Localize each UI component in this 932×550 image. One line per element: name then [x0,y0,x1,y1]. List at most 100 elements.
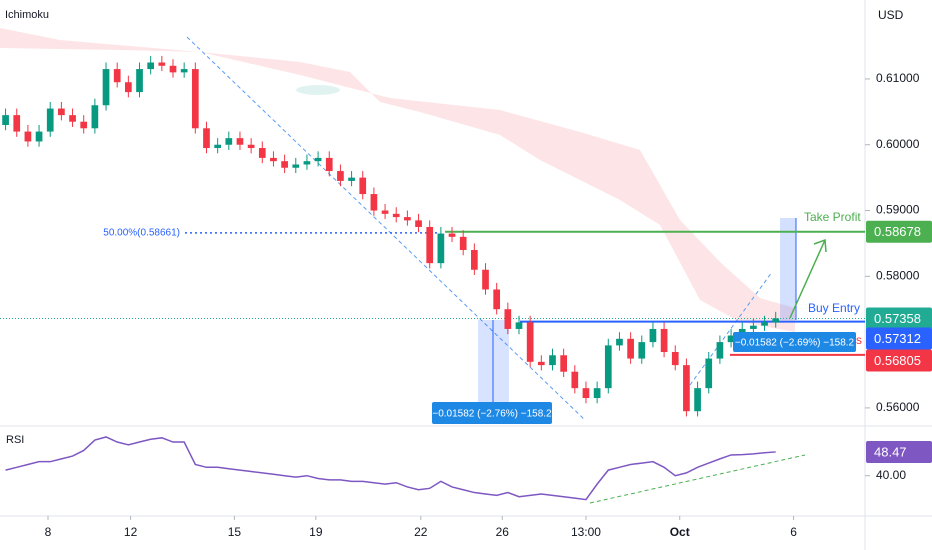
candle-body [482,269,489,290]
buy-entry-tag: 0.57312 [874,331,921,346]
candle-body [281,161,288,168]
candle-body [750,325,757,329]
candle-body [325,157,333,172]
candle-body [571,371,579,389]
candle-body [348,177,355,181]
candle-body [727,335,735,343]
candle-body [404,217,411,221]
candle-body [671,351,679,366]
stop-loss-tag-box [866,349,932,372]
candle-body [214,144,221,149]
measure-label: −0.01582 (−2.69%) −158.2 [735,338,855,349]
candle-body [526,322,534,362]
candle-body [125,82,132,93]
candle-body [169,65,177,73]
x-tick-label: 19 [309,525,323,539]
candle-body [504,309,512,329]
candle-body [415,220,422,227]
candle-body [392,213,400,218]
candle-body [370,194,378,211]
candle-body [593,388,601,399]
candle-body [537,361,545,366]
rsi-last-tag-box [866,440,932,463]
level-name: Buy Entry [808,301,860,315]
candle-body [761,322,768,326]
candle-body [560,355,567,372]
candle-body [459,236,467,250]
candle-body [448,233,456,237]
ichimoku-cloud-green [296,85,340,95]
target-arrow-head [813,238,827,253]
x-tick-label: 15 [228,525,242,539]
x-tick-label: 6 [790,525,797,539]
y-axis-label: USD [878,8,904,22]
current-price-tag: 0.57358 [874,311,921,326]
candle-body [705,358,713,389]
measure-label-box [733,332,856,352]
rsi-line [5,436,776,501]
measure-label: −0.01582 (−2.76%) −158.2 [432,409,552,420]
candle-body [80,121,88,129]
y-tick-label: 0.61000 [876,71,920,85]
candle-body [359,177,367,195]
candle-body [426,226,434,264]
candle-body [191,69,199,129]
x-tick-label: 8 [45,525,52,539]
candle-body [180,69,188,73]
ichimoku-cloud [0,28,795,332]
stop-loss-tag: 0.56805 [874,353,921,368]
candle-body [471,250,478,270]
x-tick-label: 26 [496,525,510,539]
candle-body [582,388,590,399]
candle-body [314,157,322,162]
candle-body [91,105,99,129]
candle-body [616,338,623,346]
rsi-trend-line [589,454,806,504]
level-name: Take Profit [804,210,861,224]
candle-body [158,62,166,66]
candle-body [147,62,155,70]
candle-body [337,171,344,181]
candle-body [58,108,65,116]
candle-body [627,338,634,359]
trend-line [186,36,586,421]
take-profit-tag: 0.58678 [874,224,921,239]
candle-body [493,289,501,310]
candle-body [258,148,266,158]
candle-body [716,342,724,359]
candle-body [303,161,311,165]
candle-body [292,164,300,168]
candle-body [660,328,668,352]
candle-body [604,345,612,389]
x-tick-label: 12 [124,525,138,539]
y-tick-label: 0.60000 [876,137,920,151]
candle-body [236,138,244,145]
y-tick-label: 0.58000 [876,268,920,282]
candle-body [649,328,657,343]
candle-body [772,318,780,323]
candle-body [683,365,690,412]
target-box [780,218,796,320]
candle-body [113,69,121,83]
x-tick-label: 22 [414,525,428,539]
chart-title: Ichimoku [5,9,49,21]
rsi-last-tag: 48.47 [874,444,907,459]
candle-body [437,233,445,264]
rsi-tick-label: 40.00 [876,468,906,482]
rsi-title: RSI [6,434,24,446]
candle-body [694,388,701,412]
measure-label-box [432,402,552,424]
trend-line [689,271,773,386]
fib-label: 50.00%(0.58661) [103,227,180,238]
candle-body [638,342,646,359]
candle-body [13,115,21,132]
candle-body [2,115,9,125]
candle-body [549,355,556,366]
y-tick-label: 0.59000 [876,203,920,217]
x-tick-label: Oct [670,525,690,539]
buy-entry-tag-box [866,327,932,350]
candle-body [247,144,255,149]
